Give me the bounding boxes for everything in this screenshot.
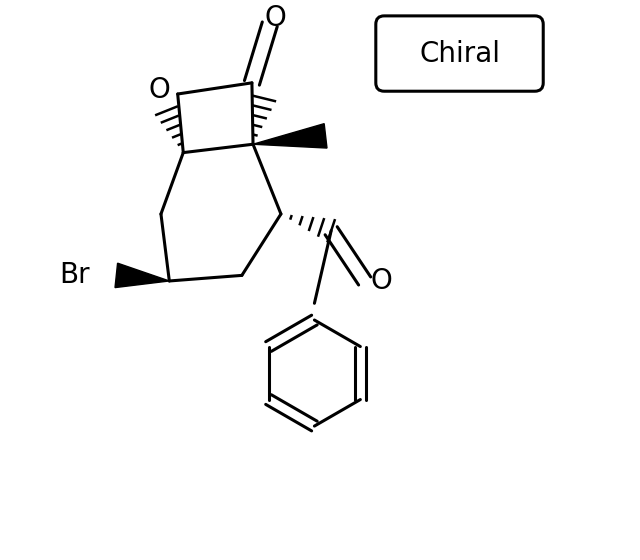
Text: Br: Br [59, 262, 90, 290]
Text: O: O [148, 76, 170, 104]
Text: O: O [264, 3, 286, 31]
Polygon shape [253, 124, 327, 148]
FancyBboxPatch shape [376, 16, 543, 91]
Polygon shape [115, 263, 170, 288]
Text: O: O [371, 267, 392, 295]
Text: Chiral: Chiral [419, 40, 500, 68]
